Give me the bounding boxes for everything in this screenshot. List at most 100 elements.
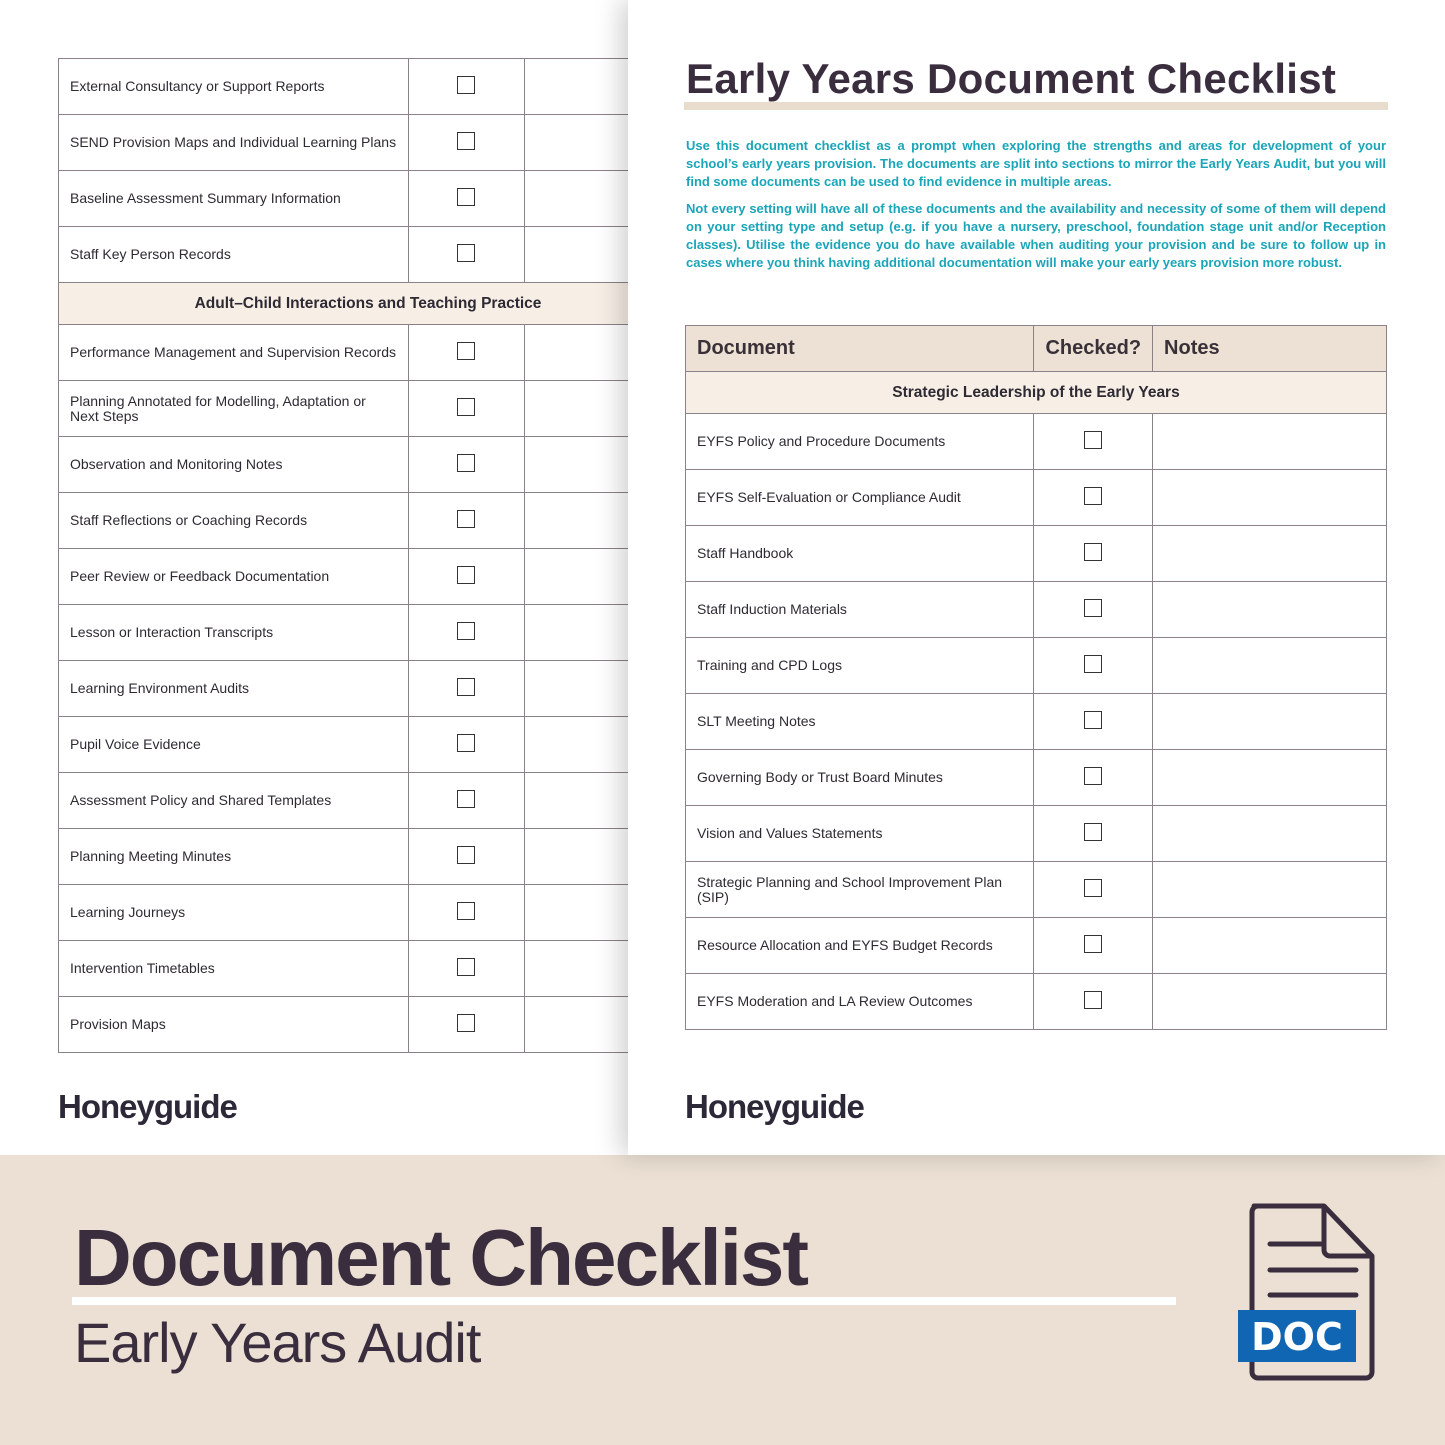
document-name: SLT Meeting Notes xyxy=(684,693,1035,750)
table-row: Observation and Monitoring Notes xyxy=(58,436,678,493)
notes-cell[interactable] xyxy=(1152,917,1387,974)
section-title: Strategic Leadership of the Early Years xyxy=(685,371,1387,414)
document-name: Lesson or Interaction Transcripts xyxy=(58,604,409,661)
document-name: EYFS Policy and Procedure Documents xyxy=(684,413,1035,470)
checked-cell xyxy=(407,226,526,283)
notes-cell[interactable] xyxy=(1152,805,1387,862)
document-name: EYFS Self-Evaluation or Compliance Audit xyxy=(684,469,1035,526)
checked-cell xyxy=(1033,973,1154,1030)
document-name: Planning Annotated for Modelling, Adapta… xyxy=(58,380,409,437)
table-row: Staff Handbook xyxy=(684,525,1387,582)
checkbox[interactable] xyxy=(457,734,476,752)
table-row: Resource Allocation and EYFS Budget Reco… xyxy=(684,917,1387,974)
checked-cell xyxy=(407,548,526,605)
right-page: Early Years Document Checklist Use this … xyxy=(628,0,1445,1155)
checkbox[interactable] xyxy=(1084,431,1103,449)
notes-cell[interactable] xyxy=(1152,581,1387,638)
checked-cell xyxy=(407,828,526,885)
left-page: External Consultancy or Support Reports S… xyxy=(0,0,678,1155)
checkbox[interactable] xyxy=(457,566,476,584)
table-row: SEND Provision Maps and Individual Learn… xyxy=(58,114,678,171)
checkbox[interactable] xyxy=(457,678,476,696)
checkbox[interactable] xyxy=(457,188,476,206)
checkbox[interactable] xyxy=(457,902,476,920)
checkbox[interactable] xyxy=(1084,543,1103,561)
checkbox[interactable] xyxy=(1084,991,1103,1009)
document-name: Peer Review or Feedback Documentation xyxy=(58,548,409,605)
title-underline xyxy=(684,102,1388,110)
checkbox[interactable] xyxy=(457,244,476,262)
notes-cell[interactable] xyxy=(1152,525,1387,582)
checked-cell xyxy=(407,996,526,1053)
notes-cell[interactable] xyxy=(1152,749,1387,806)
checkbox[interactable] xyxy=(1084,711,1103,729)
table-row: Provision Maps xyxy=(58,996,678,1053)
checkbox[interactable] xyxy=(1084,767,1103,785)
checkbox[interactable] xyxy=(457,1014,476,1032)
checkbox[interactable] xyxy=(457,846,476,864)
table-row: EYFS Policy and Procedure Documents xyxy=(684,413,1387,470)
table-row: EYFS Moderation and LA Review Outcomes xyxy=(684,973,1387,1030)
table-row: Baseline Assessment Summary Information xyxy=(58,170,678,227)
banner-subtitle: Early Years Audit xyxy=(74,1311,481,1374)
document-name: Provision Maps xyxy=(58,996,409,1053)
section-header-row: Strategic Leadership of the Early Years xyxy=(685,371,1387,414)
notes-cell[interactable] xyxy=(1152,973,1387,1030)
intro-paragraph-2: Not every setting will have all of these… xyxy=(686,201,1386,270)
honeyguide-logo: Honeyguide xyxy=(685,1088,872,1125)
checkbox[interactable] xyxy=(1084,487,1103,505)
checkbox[interactable] xyxy=(457,342,476,360)
notes-cell[interactable] xyxy=(1152,693,1387,750)
notes-cell[interactable] xyxy=(1152,637,1387,694)
table-row: Assessment Policy and Shared Templates xyxy=(58,772,678,829)
table-row: Learning Journeys xyxy=(58,884,678,941)
notes-cell[interactable] xyxy=(1152,413,1387,470)
table-row: Planning Annotated for Modelling, Adapta… xyxy=(58,380,678,437)
checked-cell xyxy=(1033,525,1154,582)
checkbox[interactable] xyxy=(1084,823,1103,841)
checked-cell xyxy=(407,884,526,941)
document-name: Staff Handbook xyxy=(684,525,1035,582)
document-name: SEND Provision Maps and Individual Learn… xyxy=(58,114,409,171)
checkbox[interactable] xyxy=(457,790,476,808)
document-name: Vision and Values Statements xyxy=(684,805,1035,862)
document-name: Assessment Policy and Shared Templates xyxy=(58,772,409,829)
document-name: Staff Reflections or Coaching Records xyxy=(58,492,409,549)
document-name: Learning Environment Audits xyxy=(58,660,409,717)
table-row: Learning Environment Audits xyxy=(58,660,678,717)
document-name: Performance Management and Supervision R… xyxy=(58,324,409,381)
checkbox[interactable] xyxy=(1084,655,1103,673)
checked-cell xyxy=(407,940,526,997)
table-row: Staff Induction Materials xyxy=(684,581,1387,638)
checkbox[interactable] xyxy=(1084,599,1103,617)
honeyguide-logo: Honeyguide xyxy=(58,1088,245,1125)
checked-cell xyxy=(407,436,526,493)
checkbox[interactable] xyxy=(1084,935,1103,953)
checkbox[interactable] xyxy=(457,454,476,472)
table-row: Pupil Voice Evidence xyxy=(58,716,678,773)
table-row: Governing Body or Trust Board Minutes xyxy=(684,749,1387,806)
table-row: External Consultancy or Support Reports xyxy=(58,58,678,115)
notes-cell[interactable] xyxy=(1152,469,1387,526)
checkbox[interactable] xyxy=(1084,879,1103,897)
section-header-row: Adult–Child Interactions and Teaching Pr… xyxy=(58,282,678,325)
checked-cell xyxy=(407,58,526,115)
checked-cell xyxy=(407,772,526,829)
checkbox[interactable] xyxy=(457,622,476,640)
banner-title: Document Checklist xyxy=(74,1213,809,1302)
checkbox[interactable] xyxy=(457,958,476,976)
document-name: Strategic Planning and School Improvemen… xyxy=(684,861,1035,918)
document-name: Baseline Assessment Summary Information xyxy=(58,170,409,227)
table-row: Peer Review or Feedback Documentation xyxy=(58,548,678,605)
checkbox[interactable] xyxy=(457,76,476,94)
document-name: Intervention Timetables xyxy=(58,940,409,997)
notes-cell[interactable] xyxy=(1152,861,1387,918)
banner-divider xyxy=(72,1297,1176,1305)
document-name: Observation and Monitoring Notes xyxy=(58,436,409,493)
checkbox[interactable] xyxy=(457,398,476,416)
table-row: Staff Reflections or Coaching Records xyxy=(58,492,678,549)
checked-cell xyxy=(1033,693,1154,750)
header-notes: Notes xyxy=(1152,325,1387,372)
checkbox[interactable] xyxy=(457,510,476,528)
checkbox[interactable] xyxy=(457,132,476,150)
